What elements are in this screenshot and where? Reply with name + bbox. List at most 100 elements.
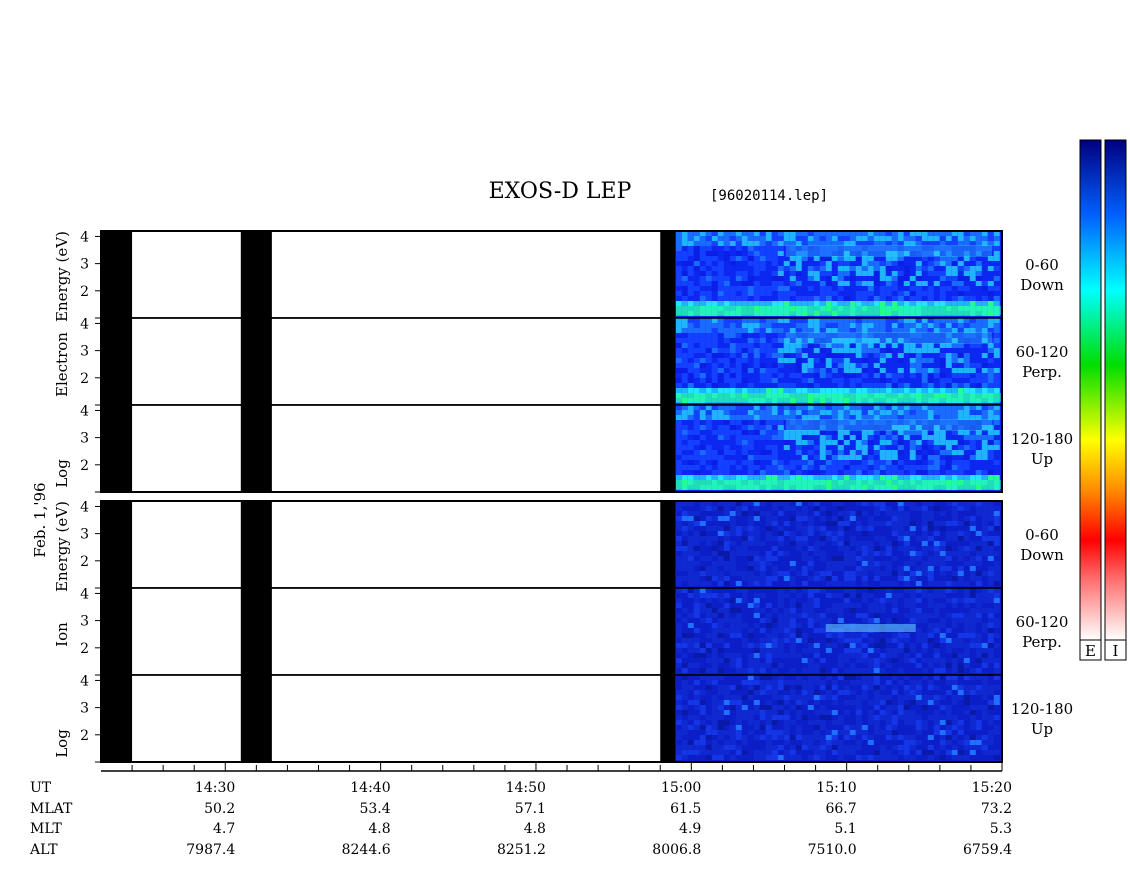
data-cell xyxy=(957,445,964,450)
data-cell xyxy=(777,526,784,531)
data-cell xyxy=(969,455,976,460)
data-cell xyxy=(675,700,682,705)
data-cell xyxy=(813,541,820,546)
data-cell xyxy=(789,420,796,425)
data-cell xyxy=(795,368,802,373)
data-cell xyxy=(831,730,838,735)
data-cell xyxy=(825,531,832,536)
data-cell xyxy=(951,668,958,673)
data-cell xyxy=(945,740,952,745)
data-cell xyxy=(915,720,922,725)
data-cell xyxy=(813,420,820,425)
data-cell xyxy=(933,608,940,613)
data-cell xyxy=(771,251,778,256)
data-cell xyxy=(681,638,688,643)
mlat-value: 66.7 xyxy=(825,801,856,817)
data-cell xyxy=(813,373,820,378)
data-cell xyxy=(777,680,784,685)
data-cell xyxy=(813,663,820,668)
data-cell xyxy=(951,256,958,261)
data-cell xyxy=(981,378,988,383)
data-cell xyxy=(993,348,1000,353)
data-cell xyxy=(915,328,922,333)
data-cell xyxy=(837,658,844,663)
data-cell xyxy=(843,725,850,730)
data-cell xyxy=(975,415,982,420)
data-cell xyxy=(735,405,742,410)
data-cell xyxy=(747,460,754,465)
data-cell xyxy=(921,378,928,383)
data-cell xyxy=(813,546,820,551)
data-cell xyxy=(879,318,886,323)
data-cell xyxy=(855,323,862,328)
data-cell xyxy=(735,506,742,511)
data-cell xyxy=(993,700,1000,705)
data-cell xyxy=(993,318,1000,323)
data-cell xyxy=(987,430,994,435)
data-cell xyxy=(675,735,682,740)
data-cell xyxy=(897,695,904,700)
data-cell xyxy=(933,455,940,460)
data-cell xyxy=(711,536,718,541)
data-cell xyxy=(813,720,820,725)
data-cell xyxy=(675,501,682,506)
data-cell xyxy=(753,511,760,516)
data-cell xyxy=(957,276,964,281)
data-cell xyxy=(789,668,796,673)
data-cell xyxy=(717,598,724,603)
data-cell xyxy=(993,695,1000,700)
data-cell xyxy=(831,745,838,750)
data-cell xyxy=(939,353,946,358)
data-cell xyxy=(927,373,934,378)
data-cell xyxy=(723,740,730,745)
data-cell xyxy=(951,301,958,306)
data-cell xyxy=(843,735,850,740)
data-cell xyxy=(777,363,784,368)
data-cell xyxy=(699,323,706,328)
data-cell xyxy=(891,271,898,276)
data-cell xyxy=(975,271,982,276)
data-cell xyxy=(831,643,838,648)
data-cell xyxy=(717,613,724,618)
data-cell xyxy=(801,633,808,638)
data-cell xyxy=(837,328,844,333)
data-cell xyxy=(735,410,742,415)
data-cell xyxy=(735,623,742,628)
data-cell xyxy=(903,576,910,581)
data-cell xyxy=(753,526,760,531)
data-cell xyxy=(873,521,880,526)
data-cell xyxy=(693,266,700,271)
data-cell xyxy=(723,561,730,566)
data-cell xyxy=(741,231,748,236)
data-cell xyxy=(849,561,856,566)
data-cell xyxy=(873,450,880,455)
data-cell xyxy=(675,663,682,668)
data-cell xyxy=(903,690,910,695)
data-cell xyxy=(783,231,790,236)
data-cell xyxy=(735,710,742,715)
data-cell xyxy=(879,541,886,546)
data-cell xyxy=(693,236,700,241)
data-cell xyxy=(873,333,880,338)
data-cell xyxy=(903,271,910,276)
data-cell xyxy=(993,368,1000,373)
data-cell xyxy=(681,675,688,680)
data-cell xyxy=(729,628,736,633)
data-cell xyxy=(819,445,826,450)
data-cell xyxy=(699,358,706,363)
data-cell xyxy=(771,241,778,246)
data-cell xyxy=(813,241,820,246)
data-cell xyxy=(903,231,910,236)
data-cell xyxy=(681,241,688,246)
data-cell xyxy=(969,516,976,521)
data-cell xyxy=(849,415,856,420)
data-cell xyxy=(675,323,682,328)
data-cell xyxy=(987,420,994,425)
data-cell xyxy=(993,663,1000,668)
data-cell xyxy=(759,266,766,271)
data-cell xyxy=(735,613,742,618)
data-cell xyxy=(963,338,970,343)
data-cell xyxy=(969,296,976,301)
data-cell xyxy=(759,581,766,586)
